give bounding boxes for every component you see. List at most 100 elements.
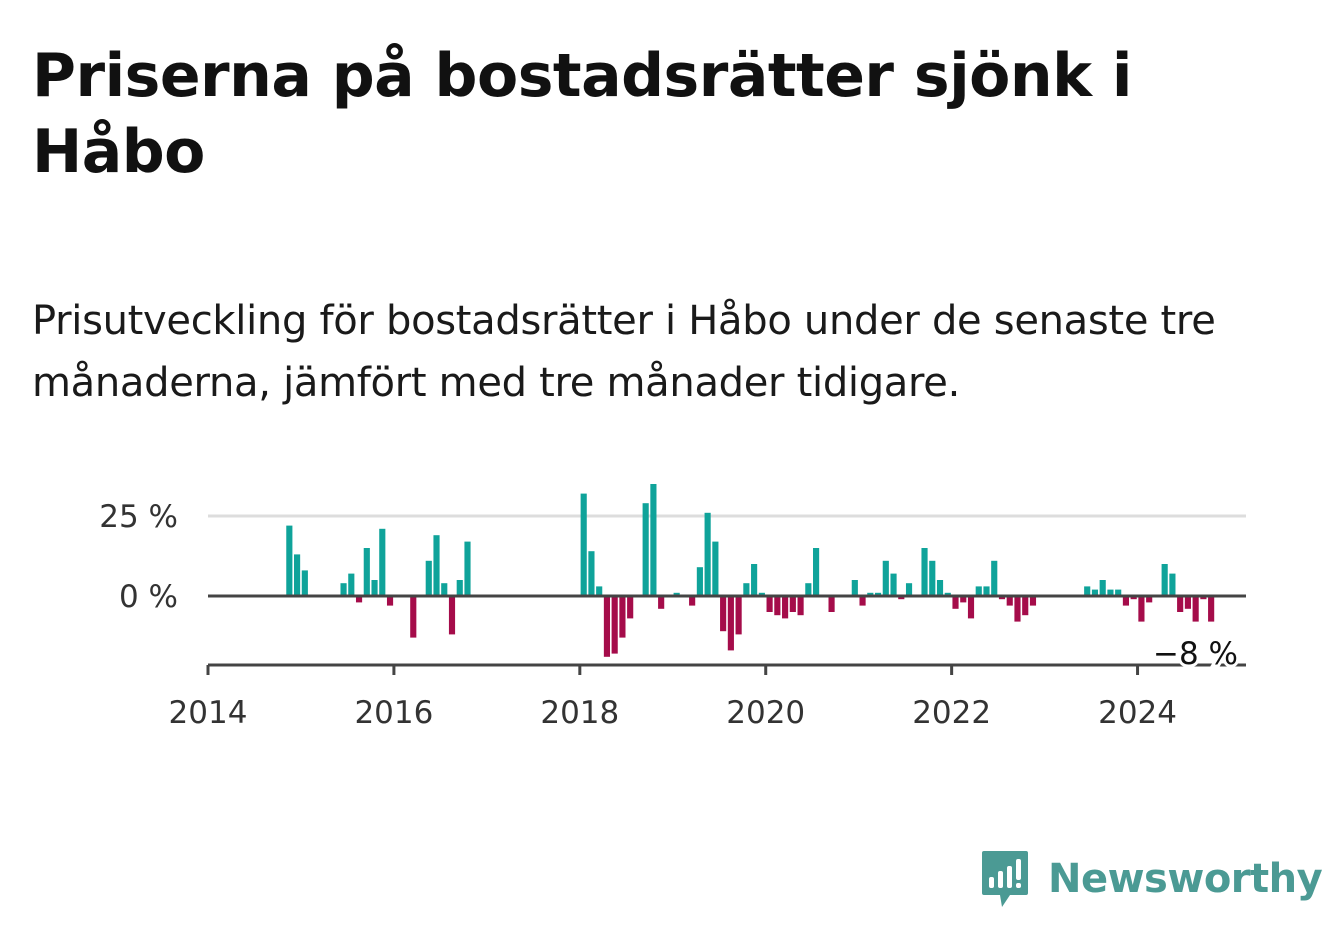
bar: [851, 580, 858, 596]
bar: [286, 525, 293, 596]
bar: [433, 535, 440, 596]
bar: [936, 580, 944, 596]
x-tick-label: 2024: [1098, 695, 1177, 731]
bar: [805, 583, 812, 596]
bar: [1115, 589, 1122, 596]
newsworthy-logo-icon: [982, 851, 1028, 907]
y-tick-label: 25 %: [99, 499, 178, 535]
bar: [929, 560, 936, 596]
bar: [743, 583, 750, 596]
bar: [627, 596, 634, 619]
bar: [1091, 589, 1099, 596]
bar: [1169, 573, 1176, 596]
y-tick-label: 0 %: [119, 579, 178, 615]
bar: [348, 573, 355, 596]
x-tick-label: 2022: [912, 695, 991, 731]
bar: [580, 493, 587, 596]
bar: [1107, 589, 1114, 596]
axis-layer: 0 % 25 % 2014 2016 2018 2020 2022 2024 −8 %: [99, 499, 1246, 731]
bar: [1006, 596, 1013, 606]
bar: [1029, 596, 1037, 606]
bar: [704, 512, 711, 596]
bar: [1084, 586, 1091, 596]
bar: [828, 596, 835, 612]
bar: [967, 596, 975, 619]
bar: [441, 583, 448, 596]
bar: [658, 596, 665, 609]
bar: [1022, 596, 1029, 616]
bar: [1177, 596, 1184, 612]
bar: [355, 596, 363, 603]
bar: [1184, 596, 1191, 609]
bar: [874, 592, 882, 596]
bar: [905, 583, 913, 596]
bar: [363, 548, 370, 596]
bar: [642, 503, 649, 596]
bar: [782, 596, 789, 619]
chart-subtitle: Prisutveckling för bostadsrätter i Håbo …: [32, 298, 1216, 406]
bar: [1192, 596, 1199, 622]
bar: [596, 586, 603, 596]
bar: [456, 580, 463, 596]
bar: [1099, 580, 1106, 596]
bar: [867, 592, 874, 596]
bar: [379, 528, 386, 596]
bar: [1161, 564, 1168, 596]
bar: [983, 586, 990, 596]
bar: [371, 580, 378, 596]
bar: [960, 596, 967, 603]
bar: [464, 541, 471, 596]
bar: [1208, 596, 1215, 622]
newsworthy-logo: Newsworthy: [980, 848, 1322, 910]
bar: [673, 592, 680, 596]
bar: [425, 560, 432, 596]
bar: [588, 551, 595, 596]
bar: [789, 596, 796, 612]
bar: [944, 592, 951, 596]
bar: [813, 548, 820, 596]
bar: [720, 596, 727, 632]
bar: [766, 596, 773, 612]
x-tick-label: 2016: [354, 695, 433, 731]
bar: [890, 573, 897, 596]
bar: [998, 596, 1006, 600]
bar: [386, 596, 394, 606]
bar: [898, 596, 905, 600]
last-value-label: −8 %: [1153, 636, 1238, 672]
bar: [774, 596, 781, 616]
bar: [611, 596, 618, 654]
x-tick-label: 2014: [169, 695, 248, 731]
bar: [758, 592, 765, 596]
bar: [712, 541, 719, 596]
bar: [1014, 596, 1021, 622]
bar: [1200, 596, 1207, 600]
bars-layer: [286, 484, 1215, 657]
x-tick-label: 2020: [726, 695, 805, 731]
bar: [650, 484, 657, 596]
bar: [975, 586, 982, 596]
bar: [301, 570, 308, 596]
brand-name: Newsworthy: [1048, 856, 1322, 902]
bar: [1138, 596, 1145, 622]
bar: [294, 554, 301, 596]
bar: [991, 560, 998, 596]
bar: [735, 596, 742, 635]
x-tick-label: 2018: [540, 695, 619, 731]
bar: [448, 596, 456, 635]
bar: [797, 596, 804, 616]
bar: [1146, 596, 1153, 603]
bar: [751, 564, 758, 596]
bar: [952, 596, 959, 609]
bar: [340, 583, 347, 596]
bar: [603, 596, 611, 657]
bar: [921, 548, 928, 596]
bar: [410, 596, 417, 638]
bar: [859, 596, 866, 606]
bar: [696, 567, 703, 596]
bar: [689, 596, 696, 606]
bar: [1130, 596, 1137, 600]
bar: [727, 596, 734, 651]
bar: [882, 560, 889, 596]
chart-title: Priserna på bostadsrätter sjönk i Håbo: [32, 41, 1132, 187]
bar: [1122, 596, 1130, 606]
